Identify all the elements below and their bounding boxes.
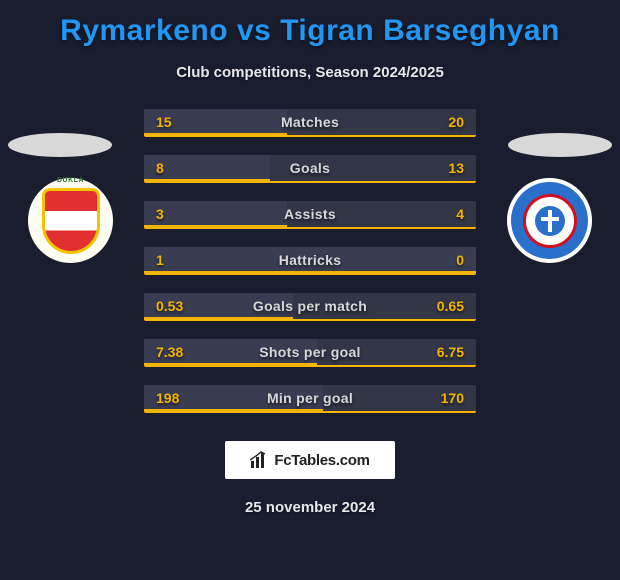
stat-row: 7.38Shots per goal6.75: [144, 339, 476, 367]
stat-label: Min per goal: [144, 390, 476, 406]
stat-row: 0.53Goals per match0.65: [144, 293, 476, 321]
player1-name: Rymarkeno: [60, 14, 228, 47]
stat-row: 15Matches20: [144, 109, 476, 137]
stat-value-right: 6.75: [437, 344, 464, 360]
cross-icon: [535, 206, 565, 236]
vs-separator: vs: [237, 14, 271, 47]
decorative-ellipse-right: [508, 133, 612, 157]
stat-value-right: 4: [456, 206, 464, 222]
stat-label: Goals per match: [144, 298, 476, 314]
stat-value-right: 170: [441, 390, 464, 406]
decorative-ellipse-left: [8, 133, 112, 157]
date-label: 25 november 2024: [0, 499, 620, 516]
stats-table: 15Matches208Goals133Assists41Hattricks00…: [144, 109, 476, 413]
stat-value-right: 13: [448, 160, 464, 176]
stat-label: Assists: [144, 206, 476, 222]
stat-label: Hattricks: [144, 252, 476, 268]
stat-row: 8Goals13: [144, 155, 476, 183]
subtitle: Club competitions, Season 2024/2025: [0, 64, 620, 81]
stat-value-right: 20: [448, 114, 464, 130]
stat-label: Goals: [144, 160, 476, 176]
player2-name: Tigran Barseghyan: [280, 14, 560, 47]
stat-row: 198Min per goal170: [144, 385, 476, 413]
stat-value-right: 0: [456, 252, 464, 268]
logo-text: FcTables.com: [274, 452, 369, 469]
shield-icon: [42, 188, 100, 254]
stat-row: 1Hattricks0: [144, 247, 476, 275]
stat-row: 3Assists4: [144, 201, 476, 229]
page-title: Rymarkeno vs Tigran Barseghyan: [0, 0, 620, 48]
stat-label: Shots per goal: [144, 344, 476, 360]
team-badge-right: [507, 178, 592, 263]
emblem-icon: [523, 194, 577, 248]
team-badge-left: [28, 178, 113, 263]
barchart-icon: [250, 451, 270, 469]
fctables-logo[interactable]: FcTables.com: [225, 441, 395, 479]
stat-label: Matches: [144, 114, 476, 130]
stat-value-right: 0.65: [437, 298, 464, 314]
